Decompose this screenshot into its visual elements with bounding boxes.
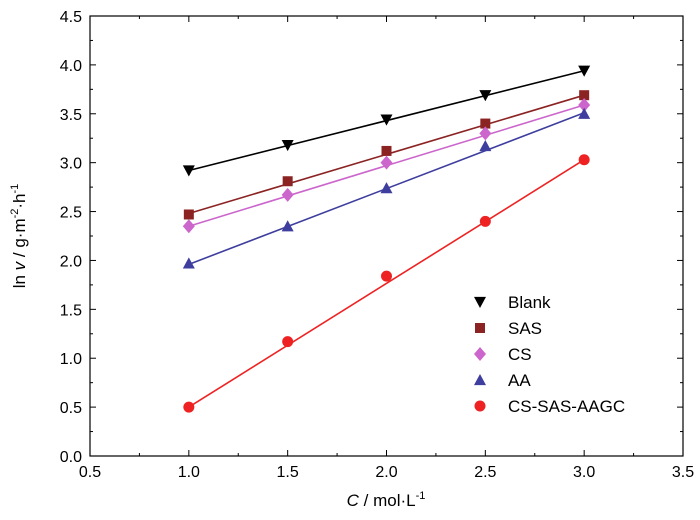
x-axis-unit: / mol·L bbox=[359, 491, 416, 510]
data-point-aa bbox=[479, 140, 492, 152]
data-point-blank bbox=[479, 90, 492, 102]
data-point-blank bbox=[182, 165, 195, 177]
legend-marker-cs bbox=[474, 347, 486, 361]
fit-line-cs-sas-aagc bbox=[188, 159, 585, 408]
data-point-aa bbox=[281, 220, 294, 232]
legend-marker-sas bbox=[475, 323, 485, 333]
data-point-cs bbox=[479, 126, 492, 141]
y-axis-title: ln v / g·m-2·h-1 bbox=[9, 184, 29, 289]
data-point-sas bbox=[579, 90, 590, 101]
legend-label-cs-sas-aagc: CS-SAS-AAGC bbox=[508, 397, 625, 416]
data-point-cs-sas-aagc bbox=[183, 401, 195, 413]
x-tick-label: 2.5 bbox=[474, 464, 496, 481]
x-tick-label: 1.0 bbox=[178, 464, 200, 481]
y-tick-label: 1.5 bbox=[60, 302, 82, 319]
data-point-blank bbox=[380, 114, 393, 126]
legend-label-aa: AA bbox=[508, 371, 531, 390]
data-point-blank bbox=[578, 65, 591, 77]
y-tick-label: 2.0 bbox=[60, 253, 82, 270]
y-axis-unit: / g·m bbox=[10, 218, 29, 261]
data-point-sas bbox=[282, 176, 293, 187]
data-point-cs bbox=[578, 97, 591, 112]
data-point-cs-sas-aagc bbox=[381, 270, 392, 282]
data-point-cs bbox=[380, 155, 393, 170]
y-axis-var: v bbox=[10, 260, 29, 270]
plot-area bbox=[89, 15, 684, 457]
data-point-blank bbox=[281, 139, 294, 152]
data-point-cs bbox=[182, 219, 195, 234]
y-tick-label: 4.0 bbox=[60, 58, 82, 75]
legend-label-cs: CS bbox=[508, 345, 532, 364]
x-tick-label: 3.0 bbox=[573, 464, 595, 481]
data-point-cs bbox=[281, 187, 294, 202]
y-axis-unit2: ·h bbox=[10, 193, 29, 208]
data-point-sas bbox=[381, 145, 392, 156]
x-axis-title: C / mol·L-1 bbox=[347, 490, 426, 510]
y-tick-label: 4.5 bbox=[60, 9, 82, 26]
x-axis-var: C bbox=[347, 491, 360, 510]
legend-marker-aa bbox=[474, 374, 486, 386]
data-point-cs-sas-aagc bbox=[578, 154, 590, 166]
y-tick-label: 0.0 bbox=[60, 449, 82, 466]
data-point-cs-sas-aagc bbox=[282, 336, 294, 348]
legend-marker-blank bbox=[474, 296, 486, 308]
y-tick-label: 1.0 bbox=[60, 351, 82, 368]
data-point-aa bbox=[380, 182, 393, 194]
data-point-sas bbox=[480, 118, 491, 129]
y-tick-label: 3.5 bbox=[60, 107, 82, 124]
data-point-aa bbox=[578, 107, 591, 119]
data-point-aa bbox=[182, 257, 195, 269]
y-axis-exp1: -2 bbox=[9, 209, 21, 219]
y-axis-exp2: -1 bbox=[9, 184, 21, 194]
y-tick-label: 0.5 bbox=[60, 400, 82, 417]
data-markers bbox=[182, 65, 591, 413]
y-axis-prefix: ln bbox=[10, 270, 29, 288]
y-tick-label: 3.0 bbox=[60, 156, 82, 173]
legend: Blank SAS CS AA CS-SAS-AAGC bbox=[474, 293, 625, 416]
x-tick-label: 2.0 bbox=[375, 464, 397, 481]
data-point-cs-sas-aagc bbox=[479, 215, 491, 227]
legend-marker-cs-sas-aagc bbox=[474, 400, 486, 412]
x-tick-label: 3.5 bbox=[672, 464, 694, 481]
x-tick-label: 0.5 bbox=[79, 464, 101, 481]
y-tick-label: 2.5 bbox=[60, 205, 82, 222]
axis-ticks: 0.5 1.0 1.5 2.0 2.5 3.0 3.50.00.51.01.52.02.53… bbox=[60, 9, 694, 481]
legend-label-sas: SAS bbox=[508, 319, 542, 338]
legend-label-blank: Blank bbox=[508, 293, 551, 312]
plot-frame bbox=[89, 15, 684, 457]
x-axis-unit-exponent: -1 bbox=[416, 490, 426, 502]
data-point-sas bbox=[183, 209, 194, 220]
x-tick-label: 1.5 bbox=[277, 464, 299, 481]
